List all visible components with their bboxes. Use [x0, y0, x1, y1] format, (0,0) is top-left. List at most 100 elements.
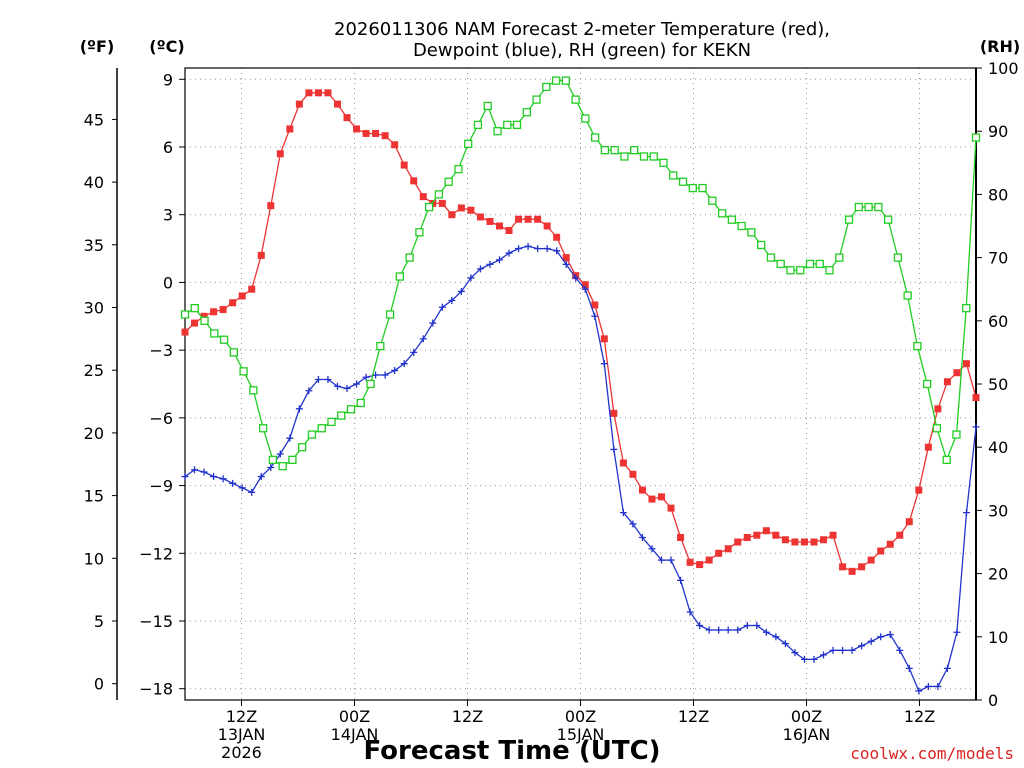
dewpoint-point	[829, 646, 837, 654]
temperature-point	[276, 150, 284, 158]
dewpoint-point	[524, 242, 532, 250]
rh-point	[835, 253, 844, 262]
rh-point	[454, 164, 463, 174]
rh-tick-label: 30	[988, 501, 1008, 520]
time-tick-label: 00Z	[565, 707, 596, 726]
temperature-point	[667, 504, 675, 512]
dewpoint-point	[219, 475, 227, 483]
celsius-tick-label: 6	[163, 138, 173, 157]
temperature-point	[581, 281, 589, 289]
rh-point	[581, 114, 590, 123]
temperature-point	[295, 100, 303, 108]
celsius-tick-label: −9	[149, 477, 173, 496]
rh-point	[493, 127, 502, 136]
celsius-tick-label: −6	[149, 409, 173, 428]
dewpoint-point	[781, 640, 789, 648]
fahrenheit-tick-label: 35	[84, 236, 104, 255]
temperature-point	[820, 536, 828, 544]
rh-point	[200, 316, 209, 325]
time-tick-label: 15JAN	[557, 725, 605, 744]
temperature-point	[524, 215, 532, 223]
dewpoint-point	[753, 622, 761, 630]
dewpoint-point	[257, 473, 265, 481]
celsius-tick-label: 0	[163, 273, 173, 292]
dewpoint-point	[305, 387, 313, 395]
fahrenheit-tick-label: 0	[94, 675, 104, 694]
temperature-point	[772, 531, 780, 539]
temperature-point	[658, 493, 666, 501]
rh-point	[395, 272, 404, 281]
dewpoint-point	[658, 556, 666, 564]
temperature-point	[715, 549, 723, 557]
temperature-point	[438, 199, 446, 207]
temperature-point	[534, 215, 542, 223]
celsius-tick-label: 9	[163, 70, 173, 89]
dewpoint-point	[543, 245, 551, 253]
dewpoint-point	[191, 466, 199, 474]
rh-tick-label: 60	[988, 312, 1008, 331]
temperature-point	[743, 533, 751, 541]
dewpoint-point	[715, 626, 723, 634]
dewpoint-point	[724, 626, 732, 634]
temperature-point	[619, 459, 627, 467]
rh-point	[590, 133, 600, 142]
dewpoint-point	[343, 385, 351, 393]
rh-point	[298, 443, 307, 452]
rh-point	[932, 424, 942, 433]
dewpoint-point	[438, 303, 446, 311]
rh-point	[503, 120, 512, 130]
temperature-point	[219, 306, 227, 314]
rh-point	[854, 202, 863, 212]
temperature-point	[353, 125, 361, 133]
temperature-point	[839, 563, 847, 571]
dewpoint-point	[476, 265, 484, 273]
rh-point	[268, 455, 278, 464]
rh-point	[249, 386, 258, 395]
dewpoint-point	[562, 260, 570, 268]
fahrenheit-tick-label: 20	[84, 424, 104, 443]
rh-point	[278, 462, 287, 471]
dewpoint-point	[810, 655, 818, 663]
dewpoint-point	[629, 520, 637, 528]
temperature-point	[457, 204, 465, 212]
dewpoint-point	[181, 473, 189, 481]
dewpoint-point	[238, 484, 246, 492]
rh-point	[317, 424, 326, 433]
rh-point	[649, 152, 658, 161]
dewpoint-point	[248, 488, 256, 496]
rh-point	[307, 430, 317, 439]
dewpoint-point	[486, 260, 494, 268]
dewpoint-point	[619, 509, 627, 517]
credit-text: coolwx.com/models	[850, 744, 1014, 763]
rh-tick-label: 40	[988, 438, 1008, 457]
rh-point	[229, 348, 238, 357]
temperature-point	[210, 308, 218, 316]
time-tick-label: 12Z	[678, 707, 709, 726]
dewpoint-point	[877, 633, 885, 641]
rh-point	[551, 76, 561, 85]
temperature-point	[800, 538, 808, 546]
celsius-tick-label: −18	[139, 680, 173, 699]
temperature-point	[629, 470, 637, 478]
rh-point	[962, 304, 971, 313]
dewpoint-point	[572, 274, 580, 282]
dewpoint-point	[638, 533, 646, 541]
temperature-point	[495, 222, 503, 230]
celsius-axis-label: (ºC)	[149, 37, 184, 56]
dewpoint-point	[276, 450, 284, 458]
rh-point	[923, 379, 932, 389]
temperature-point	[181, 328, 189, 336]
x-axis-title: Forecast Time (UTC)	[363, 736, 660, 766]
dewpoint-point	[419, 335, 427, 343]
rh-point	[669, 171, 678, 180]
rh-point	[659, 158, 668, 167]
temperature-point	[858, 563, 866, 571]
temperature-point	[200, 312, 208, 320]
rh-point	[864, 202, 873, 212]
rh-point	[532, 95, 541, 104]
dewpoint-point	[934, 682, 942, 690]
temperature-point	[505, 227, 513, 235]
rh-point	[971, 133, 981, 142]
rh-point	[434, 190, 444, 199]
